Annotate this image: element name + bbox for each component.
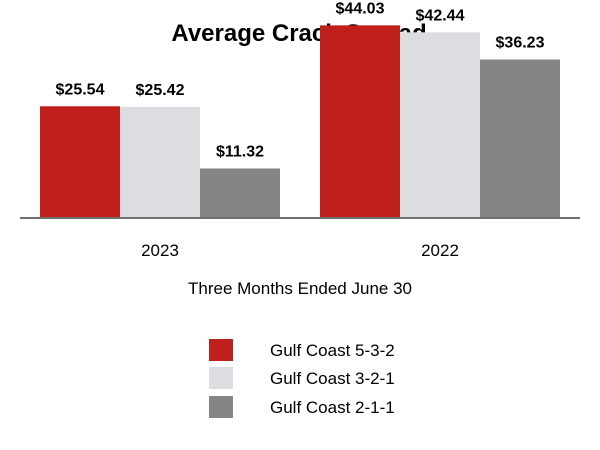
value-label-gulf-coast-5-3-2-2023: $25.54	[56, 81, 105, 98]
x-axis-label: Three Months Ended June 30	[188, 279, 412, 298]
x-tick-labels-group: 2023 2022	[141, 241, 459, 260]
legend-swatch-gulf-coast-3-2-1	[209, 367, 233, 389]
legend-label-gulf-coast-2-1-1: Gulf Coast 2-1-1	[270, 398, 395, 417]
bars-group	[40, 25, 560, 219]
bar-gulf-coast-3-2-1-2022	[400, 32, 480, 219]
bar-gulf-coast-5-3-2-2023	[40, 106, 120, 218]
legend-label-gulf-coast-5-3-2: Gulf Coast 5-3-2	[270, 341, 395, 360]
value-labels-group: $25.54 $25.42 $11.32 $44.03 $42.44 $36.23	[56, 0, 545, 160]
legend-label-gulf-coast-3-2-1: Gulf Coast 3-2-1	[270, 369, 395, 388]
value-label-gulf-coast-5-3-2-2022: $44.03	[336, 0, 385, 17]
legend: Gulf Coast 5-3-2 Gulf Coast 3-2-1 Gulf Coa…	[209, 339, 395, 418]
bar-gulf-coast-5-3-2-2022	[320, 25, 400, 219]
value-label-gulf-coast-3-2-1-2023: $25.42	[136, 82, 185, 99]
value-label-gulf-coast-2-1-1-2022: $36.23	[496, 34, 545, 51]
legend-swatch-gulf-coast-2-1-1	[209, 396, 233, 418]
bar-gulf-coast-2-1-1-2023	[200, 168, 280, 218]
x-tick-label-2022: 2022	[421, 241, 459, 260]
bar-gulf-coast-2-1-1-2022	[480, 59, 560, 219]
value-label-gulf-coast-3-2-1-2022: $42.44	[416, 7, 465, 24]
x-tick-label-2023: 2023	[141, 241, 179, 260]
value-label-gulf-coast-2-1-1-2023: $11.32	[216, 143, 264, 160]
bar-gulf-coast-3-2-1-2023	[120, 106, 200, 218]
legend-swatch-gulf-coast-5-3-2	[209, 339, 233, 361]
